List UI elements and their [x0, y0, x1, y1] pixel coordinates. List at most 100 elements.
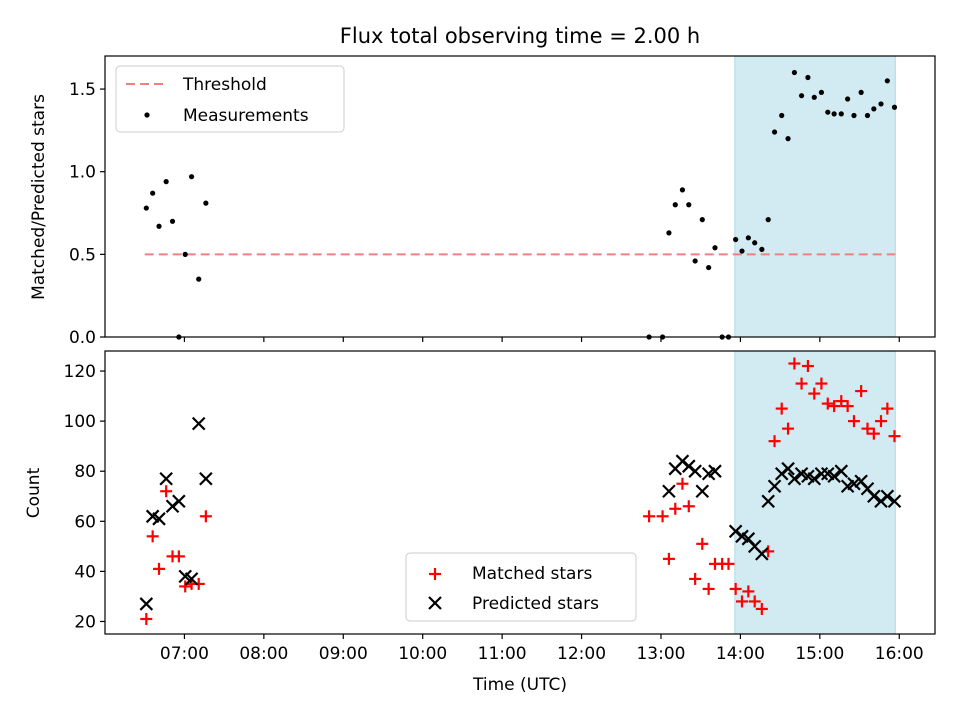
matched-star-marker: [841, 400, 854, 413]
predicted-star-marker: [834, 464, 849, 478]
predicted-star-marker: [827, 469, 841, 483]
measurement-point: [891, 104, 898, 110]
ratio-shaded-region: [734, 55, 896, 338]
matched-star-marker: [748, 595, 761, 608]
matched-star-marker: [662, 552, 675, 565]
matched-star-marker: [881, 402, 894, 415]
ratio-plot-frame: [104, 55, 936, 338]
matched-star-marker: [656, 510, 669, 523]
predicted-star-marker: [755, 547, 769, 561]
legend-measurements-label: Measurements: [183, 106, 309, 126]
predicted-star-marker: [191, 416, 206, 431]
measurement-point: [203, 200, 209, 206]
measurement-point: [864, 112, 871, 119]
y-tick-label: 1.0: [69, 163, 96, 183]
legend-predicted-label: Predicted stars: [472, 594, 599, 614]
predicted-star-marker: [880, 489, 895, 504]
predicted-star-marker: [787, 471, 802, 486]
measurement-point: [851, 112, 857, 119]
legend-measurements-swatch: [144, 112, 150, 118]
count-x-axis: 07:00 08:00 09:00 10:00 11:00 12:00 13:00 14:00…: [160, 634, 924, 664]
predicted-star-marker: [199, 471, 213, 486]
ratio-panel: 0.0 0.5 1.0 1.5 Matched/Predicted stars Thr…: [29, 55, 936, 348]
measurement-point: [745, 235, 751, 241]
predicted-star-marker: [159, 471, 173, 486]
matched-star-marker: [682, 500, 695, 513]
y-tick-label: 0.5: [69, 245, 96, 265]
measurement-point: [765, 217, 771, 223]
measurement-point: [169, 218, 176, 224]
measurement-point: [182, 251, 188, 257]
matched-star-marker: [140, 612, 153, 625]
legend-matched-swatch: [429, 568, 441, 580]
measurement-point: [831, 111, 837, 117]
legend-predicted-swatch: [428, 596, 442, 610]
measurement-points: [143, 69, 898, 340]
matched-star-marker: [808, 387, 821, 400]
ratio-legend: Threshold Measurements: [115, 65, 345, 133]
predicted-star-marker: [814, 466, 829, 481]
matched-star-marker: [729, 582, 742, 595]
measurement-point: [196, 276, 202, 282]
matched-star-marker: [643, 510, 656, 523]
count-panel: 20 40 60 80 100 120 07:00 08:00 09:00 10:00 11:00…: [24, 350, 936, 695]
matched-star-marker: [755, 602, 768, 615]
predicted-star-marker: [807, 471, 822, 486]
measurement-point: [733, 236, 739, 243]
measurement-point: [805, 74, 811, 81]
matched-star-marker: [735, 595, 748, 608]
measurement-point: [884, 78, 890, 84]
x-tick-label: 11:00: [478, 644, 527, 664]
measurement-point: [699, 217, 705, 223]
matched-star-marker: [828, 400, 841, 413]
legend-matched-label: Matched stars: [472, 564, 592, 584]
y-tick-label: 100: [64, 412, 96, 432]
predicted-star-marker: [767, 479, 782, 494]
measurement-point: [759, 246, 765, 252]
x-tick-label: 10:00: [398, 644, 447, 664]
matched-star-marker: [775, 402, 788, 415]
predicted-star-marker: [867, 489, 881, 504]
matched-star-marker: [788, 357, 801, 370]
predicted-star-marker: [184, 572, 199, 586]
x-tick-label: 14:00: [716, 644, 765, 664]
predicted-star-marker: [152, 512, 166, 526]
predicted-star-marker: [887, 494, 902, 509]
matched-star-marker: [696, 537, 709, 550]
ratio-y-axis: 0.0 0.5 1.0 1.5: [69, 80, 105, 348]
measurement-point: [825, 109, 831, 115]
measurement-point: [163, 179, 169, 185]
predicted-star-marker: [781, 461, 795, 476]
figure-title: Flux total observing time = 2.00 h: [340, 24, 700, 48]
x-tick-label: 12:00: [557, 644, 606, 664]
count-plot-frame: [104, 350, 936, 635]
count-y-label: Count: [24, 467, 44, 518]
matched-star-marker: [722, 557, 735, 570]
measurement-point: [752, 240, 758, 246]
measurement-point: [791, 69, 798, 76]
measurement-point: [818, 89, 825, 95]
measurement-point: [706, 264, 712, 271]
y-tick-label: 40: [74, 562, 96, 582]
measurement-point: [666, 230, 672, 236]
measurement-point: [156, 223, 162, 229]
predicted-star-marker: [761, 494, 775, 509]
matched-star-marker: [192, 577, 205, 590]
measurement-point: [798, 93, 805, 99]
y-tick-label: 60: [74, 512, 96, 532]
predicted-star-marker: [662, 484, 676, 499]
y-tick-label: 120: [64, 362, 96, 382]
y-tick-label: 1.5: [69, 80, 96, 100]
y-tick-label: 0.0: [69, 328, 96, 348]
matched-star-marker: [795, 377, 808, 390]
matched-star-marker: [835, 395, 848, 408]
measurement-point: [878, 101, 884, 107]
count-y-axis: 20 40 60 80 100 120: [64, 362, 105, 632]
x-tick-label: 09:00: [319, 644, 368, 664]
matched-star-marker: [676, 477, 689, 490]
measurement-point: [712, 245, 718, 251]
count-legend-box: [405, 552, 637, 622]
measurement-point: [143, 205, 149, 211]
matched-star-marker: [855, 385, 868, 398]
